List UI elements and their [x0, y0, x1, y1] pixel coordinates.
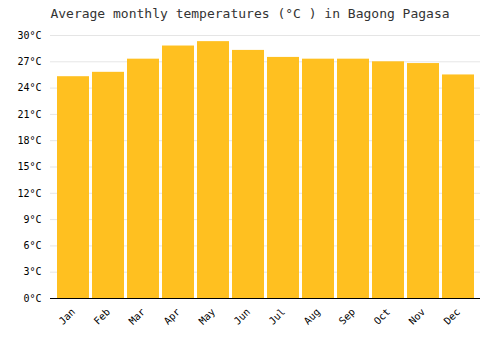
svg-text:Dec: Dec: [442, 306, 463, 327]
svg-text:Jul: Jul: [267, 306, 288, 327]
svg-text:3°C: 3°C: [23, 266, 41, 277]
svg-text:Mar: Mar: [127, 306, 148, 327]
html-text:Average monthly temperatures (: Average monthly temperatures (°C ) in Ba…: [50, 6, 450, 21]
svg-text:Nov: Nov: [407, 306, 428, 327]
svg-text:21°C: 21°C: [17, 109, 41, 120]
svg-text:Apr: Apr: [162, 306, 183, 327]
svg-text:24°C: 24°C: [17, 82, 41, 93]
svg-text:Jan: Jan: [57, 306, 78, 327]
svg-text:12°C: 12°C: [17, 188, 41, 199]
svg-text:18°C: 18°C: [17, 135, 41, 146]
svg-text:Jun: Jun: [232, 306, 253, 327]
svg-text:Feb: Feb: [92, 306, 113, 327]
svg-text:Oct: Oct: [372, 306, 393, 327]
svg-text:27°C: 27°C: [17, 56, 41, 67]
svg-text:15°C: 15°C: [17, 161, 41, 172]
svg-text:9°C: 9°C: [23, 214, 41, 225]
svg-text:Sep: Sep: [337, 306, 358, 327]
svg-text:30°C: 30°C: [17, 30, 41, 41]
svg-text:Aug: Aug: [302, 306, 323, 327]
svg-text:May: May: [197, 306, 218, 327]
svg-text:0°C: 0°C: [23, 293, 41, 304]
svg-text:6°C: 6°C: [23, 240, 41, 251]
